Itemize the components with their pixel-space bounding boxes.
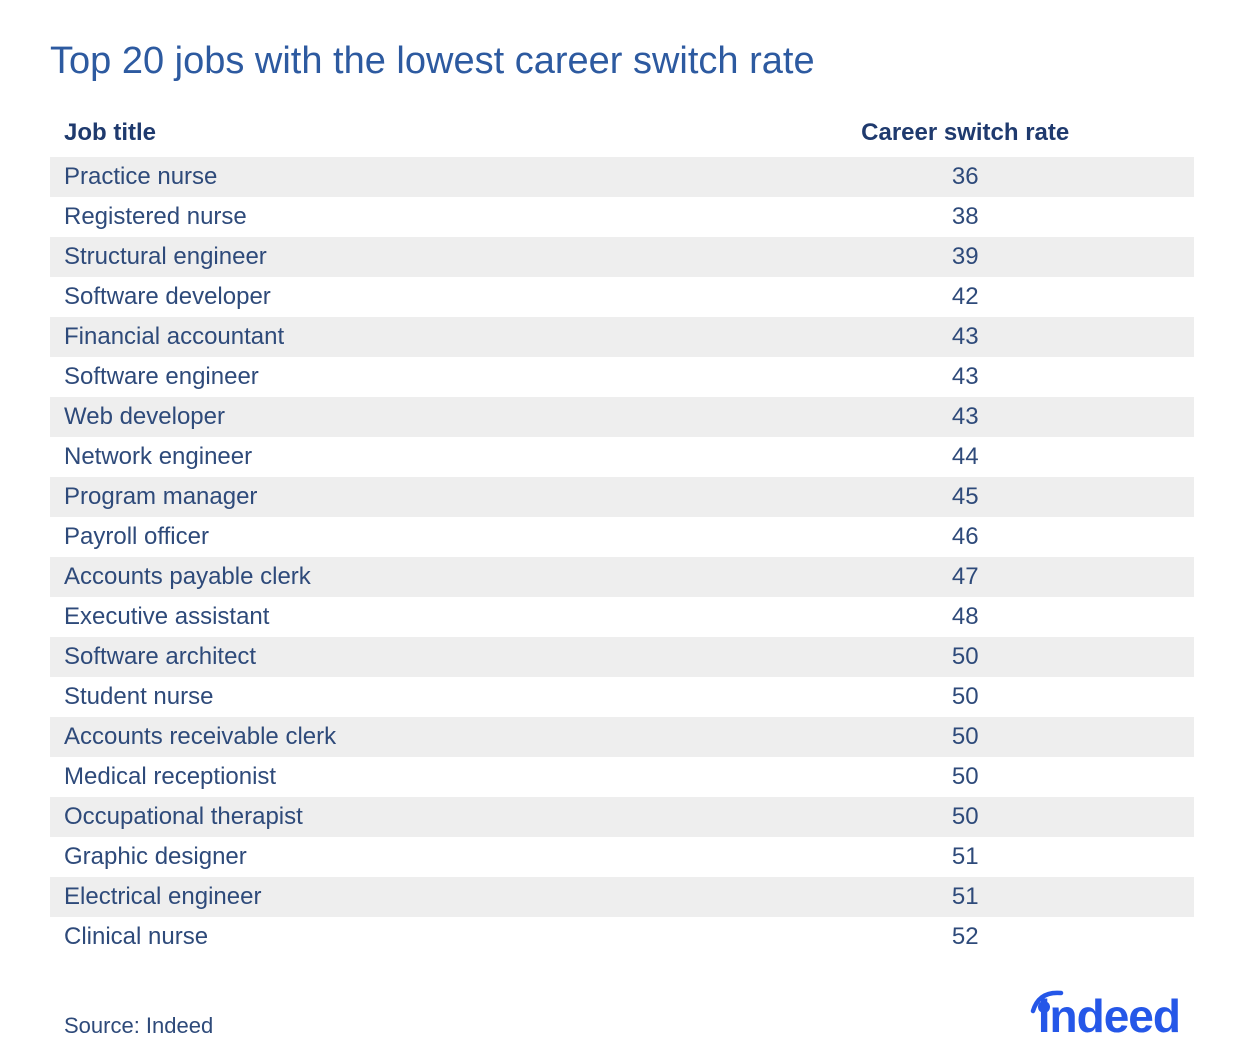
cell-job-title: Executive assistant: [50, 597, 736, 637]
table-row: Executive assistant48: [50, 597, 1194, 637]
cell-switch-rate: 43: [736, 397, 1194, 437]
cell-switch-rate: 50: [736, 797, 1194, 837]
table-row: Software engineer43: [50, 357, 1194, 397]
cell-job-title: Software engineer: [50, 357, 736, 397]
table-row: Student nurse50: [50, 677, 1194, 717]
table-row: Practice nurse36: [50, 157, 1194, 197]
cell-job-title: Practice nurse: [50, 157, 736, 197]
cell-switch-rate: 39: [736, 237, 1194, 277]
table-row: Financial accountant43: [50, 317, 1194, 357]
table-row: Electrical engineer51: [50, 877, 1194, 917]
table-row: Occupational therapist50: [50, 797, 1194, 837]
cell-job-title: Occupational therapist: [50, 797, 736, 837]
table-header-row: Job title Career switch rate: [50, 111, 1194, 157]
cell-switch-rate: 51: [736, 837, 1194, 877]
table-row: Network engineer44: [50, 437, 1194, 477]
source-text: Source: Indeed: [64, 1013, 213, 1039]
cell-switch-rate: 50: [736, 757, 1194, 797]
cell-switch-rate: 42: [736, 277, 1194, 317]
cell-job-title: Software architect: [50, 637, 736, 677]
cell-job-title: Accounts receivable clerk: [50, 717, 736, 757]
cell-switch-rate: 47: [736, 557, 1194, 597]
table-row: Registered nurse38: [50, 197, 1194, 237]
cell-job-title: Accounts payable clerk: [50, 557, 736, 597]
cell-switch-rate: 45: [736, 477, 1194, 517]
table-row: Accounts payable clerk47: [50, 557, 1194, 597]
cell-switch-rate: 52: [736, 917, 1194, 957]
cell-job-title: Financial accountant: [50, 317, 736, 357]
table-row: Payroll officer46: [50, 517, 1194, 557]
cell-job-title: Graphic designer: [50, 837, 736, 877]
cell-job-title: Payroll officer: [50, 517, 736, 557]
cell-job-title: Network engineer: [50, 437, 736, 477]
cell-job-title: Web developer: [50, 397, 736, 437]
cell-switch-rate: 50: [736, 677, 1194, 717]
table-row: Accounts receivable clerk50: [50, 717, 1194, 757]
cell-job-title: Student nurse: [50, 677, 736, 717]
table-row: Medical receptionist50: [50, 757, 1194, 797]
table-row: Program manager45: [50, 477, 1194, 517]
cell-job-title: Program manager: [50, 477, 736, 517]
table-row: Software architect50: [50, 637, 1194, 677]
table-row: Software developer42: [50, 277, 1194, 317]
cell-switch-rate: 43: [736, 317, 1194, 357]
cell-switch-rate: 46: [736, 517, 1194, 557]
page-title: Top 20 jobs with the lowest career switc…: [50, 40, 1194, 83]
cell-switch-rate: 50: [736, 717, 1194, 757]
table-row: Web developer43: [50, 397, 1194, 437]
cell-job-title: Structural engineer: [50, 237, 736, 277]
col-header-job-title: Job title: [50, 111, 736, 157]
jobs-table: Job title Career switch rate Practice nu…: [50, 111, 1194, 957]
table-row: Structural engineer39: [50, 237, 1194, 277]
cell-switch-rate: 44: [736, 437, 1194, 477]
cell-job-title: Software developer: [50, 277, 736, 317]
indeed-logo: indeed: [1038, 993, 1180, 1039]
cell-job-title: Electrical engineer: [50, 877, 736, 917]
cell-switch-rate: 43: [736, 357, 1194, 397]
cell-switch-rate: 51: [736, 877, 1194, 917]
cell-job-title: Registered nurse: [50, 197, 736, 237]
cell-switch-rate: 36: [736, 157, 1194, 197]
footer: Source: Indeed indeed: [50, 993, 1194, 1039]
cell-switch-rate: 50: [736, 637, 1194, 677]
cell-switch-rate: 38: [736, 197, 1194, 237]
table-row: Clinical nurse52: [50, 917, 1194, 957]
col-header-switch-rate: Career switch rate: [736, 111, 1194, 157]
cell-job-title: Clinical nurse: [50, 917, 736, 957]
cell-switch-rate: 48: [736, 597, 1194, 637]
cell-job-title: Medical receptionist: [50, 757, 736, 797]
table-row: Graphic designer51: [50, 837, 1194, 877]
indeed-arc-icon: [1029, 987, 1065, 1015]
